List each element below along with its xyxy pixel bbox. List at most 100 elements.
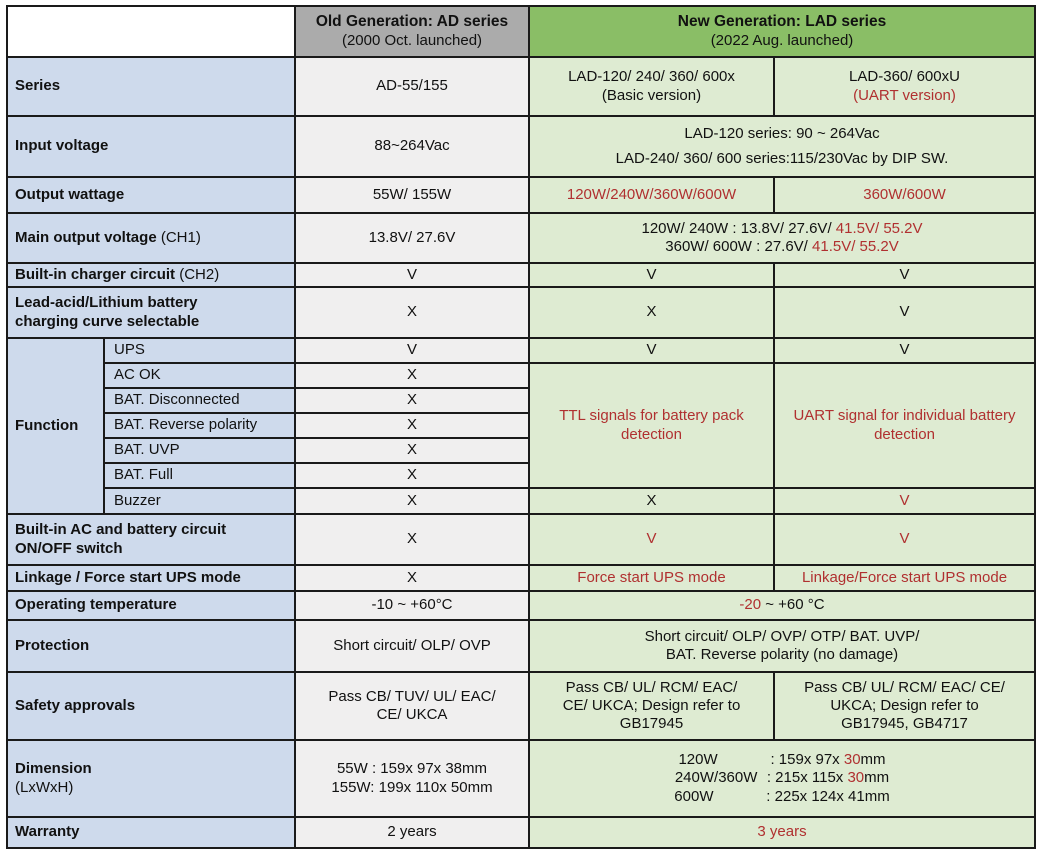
input-voltage-new-line2: LAD-240/ 360/ 600 series:115/230Vac by D… — [615, 149, 949, 167]
function-bat-disconnected-label: BAT. Disconnected — [103, 387, 296, 414]
warranty-old-value: 2 years — [294, 816, 530, 849]
new-generation-header: New Generation: LAD series (2022 Aug. la… — [527, 5, 1037, 58]
function-ups-uart-value: V — [772, 337, 1037, 364]
dimension-new-line2: 240W/360W : 215x 115x 30mm — [535, 769, 1029, 787]
battery-curve-uart-value: V — [772, 286, 1037, 339]
function-bat-full-old-value: X — [294, 462, 530, 489]
safety-basic-line3: GB17945 — [619, 715, 684, 733]
old-generation-title: Old Generation: AD series — [315, 12, 509, 30]
main-output-voltage-new-line1: 120W/ 240W : 13.8V/ 27.6V/ 41.5V/ 55.2V — [535, 220, 1029, 238]
dimension-old-value: 55W : 159x 97x 38mm 155W: 199x 110x 50mm — [294, 739, 530, 818]
old-generation-header: Old Generation: AD series (2000 Oct. lau… — [294, 5, 530, 58]
row-function-bat-disconnected: BAT. Disconnected X — [7, 387, 1035, 414]
series-basic-line1: LAD-120/ 240/ 360/ 600x — [568, 68, 735, 86]
charger-circuit-label: Built-in charger circuit (CH2) — [6, 262, 296, 288]
dimension-new-line3-key: 600W — [674, 787, 714, 805]
dimension-old-line1: 55W : 159x 97x 38mm — [336, 760, 488, 778]
battery-curve-label-line1: Lead-acid/Lithium battery — [15, 294, 198, 312]
safety-uart-value: Pass CB/ UL/ RCM/ EAC/ CE/ UKCA; Design … — [772, 671, 1037, 741]
linkage-basic-value: Force start UPS mode — [528, 564, 775, 592]
function-ups-basic-value: V — [528, 337, 775, 364]
safety-old-line1: Pass CB/ TUV/ UL/ EAC/ — [328, 687, 496, 705]
series-old-value: AD-55/155 — [294, 56, 530, 117]
output-wattage-label: Output wattage — [6, 176, 296, 214]
new-generation-subtitle: (2022 Aug. launched) — [710, 31, 854, 49]
row-input-voltage: Input voltage 88~264Vac LAD-120 series: … — [6, 115, 1037, 178]
warranty-label: Warranty — [6, 816, 296, 849]
input-voltage-old-value: 88~264Vac — [294, 115, 530, 178]
dimension-new-line1-red: 30 — [843, 751, 861, 769]
row-main-output-voltage: Main output voltage (CH1) 13.8V/ 27.6V 1… — [6, 212, 1037, 264]
dimension-new-line2-value: : 215x 115x — [766, 769, 848, 787]
linkage-uart-value: Linkage/Force start UPS mode — [772, 564, 1037, 592]
main-output-voltage-line1-red: 41.5V/ 55.2V — [835, 219, 923, 237]
safety-old-line2: CE/ UKCA — [376, 706, 448, 723]
safety-basic-line2: CE/ UKCA; Design refer to — [562, 696, 741, 714]
main-output-voltage-label: Main output voltage (CH1) — [6, 212, 296, 264]
dimension-old-line2: 155W: 199x 110x 50mm — [331, 778, 493, 796]
row-function-bat-full: BAT. Full X — [7, 462, 1035, 489]
dimension-new-line2-key: 240W/360W — [674, 769, 758, 787]
onoff-switch-label: Built-in AC and battery circuit ON/OFF s… — [6, 513, 296, 566]
safety-uart-line1: Pass CB/ UL/ RCM/ EAC/ CE/ — [804, 678, 1005, 696]
row-safety: Safety approvals Pass CB/ TUV/ UL/ EAC/ … — [6, 671, 1037, 741]
operating-temp-label: Operating temperature — [6, 590, 296, 621]
old-generation-subtitle: (2000 Oct. launched) — [341, 31, 483, 49]
main-output-voltage-line2-black: 360W/ 600W : 27.6V/ — [665, 238, 813, 255]
main-output-voltage-line1-black: 120W/ 240W : 13.8V/ 27.6V/ — [641, 219, 836, 237]
onoff-switch-uart-value: V — [772, 513, 1037, 566]
dimension-label-line1: Dimension — [15, 760, 92, 778]
charger-circuit-label-text: Built-in charger circuit — [15, 265, 180, 283]
dimension-new-line2-red: 30 — [847, 769, 865, 787]
series-uart-line2: (UART version) — [853, 86, 956, 104]
header-row: Old Generation: AD series (2000 Oct. lau… — [6, 5, 1037, 58]
charger-circuit-basic-value: V — [528, 262, 775, 288]
row-linkage: Linkage / Force start UPS mode X Force s… — [6, 564, 1037, 592]
row-onoff-switch: Built-in AC and battery circuit ON/OFF s… — [6, 513, 1037, 566]
function-bat-reverse-old-value: X — [294, 412, 530, 439]
series-basic-value: LAD-120/ 240/ 360/ 600x (Basic version) — [528, 56, 775, 117]
function-basic-signal-cell: TTL signals for battery pack detection — [528, 362, 775, 489]
onoff-switch-basic-value: V — [528, 513, 775, 566]
operating-temp-new-red: -20 — [739, 596, 762, 614]
safety-basic-value: Pass CB/ UL/ RCM/ EAC/ CE/ UKCA; Design … — [528, 671, 775, 741]
series-uart-value: LAD-360/ 600xU (UART version) — [772, 56, 1037, 117]
input-voltage-label: Input voltage — [6, 115, 296, 178]
row-operating-temp: Operating temperature -10 ~ +60°C -20 ~ … — [6, 590, 1037, 621]
header-blank-cell — [6, 5, 296, 58]
dimension-new-line1-value: : 159x 97x — [770, 751, 844, 769]
comparison-table: Old Generation: AD series (2000 Oct. lau… — [6, 5, 1037, 849]
row-function-ups: Function UPS V V V — [6, 337, 1037, 515]
output-wattage-uart-value: 360W/600W — [772, 176, 1037, 214]
dimension-new-line2-tail: mm — [864, 769, 890, 787]
protection-new-line1: Short circuit/ OLP/ OVP/ OTP/ BAT. UVP/ — [644, 627, 920, 645]
onoff-switch-old-value: X — [294, 513, 530, 566]
dimension-new-value: 120W: 159x 97x 30mm 240W/360W: 215x 115x… — [527, 739, 1037, 818]
dimension-new-line3-value: : 225x 124x 41mm — [766, 787, 890, 805]
safety-uart-line3: GB17945, GB4717 — [841, 715, 968, 733]
dimension-new-line3: 600W : 225x 124x 41mm — [535, 788, 1029, 806]
function-bat-reverse-label: BAT. Reverse polarity — [103, 412, 296, 439]
row-function-bat-uvp: BAT. UVP X — [7, 437, 1035, 464]
function-bat-disconnected-old-value: X — [294, 387, 530, 414]
output-wattage-basic-value: 120W/240W/360W/600W — [528, 176, 775, 214]
linkage-old-value: X — [294, 564, 530, 592]
row-series: Series AD-55/155 LAD-120/ 240/ 360/ 600x… — [6, 56, 1037, 117]
input-voltage-new-line1: LAD-120 series: 90 ~ 264Vac — [684, 125, 880, 143]
safety-label: Safety approvals — [6, 671, 296, 741]
operating-temp-old-value: -10 ~ +60°C — [294, 590, 530, 621]
onoff-switch-label-line2: ON/OFF switch — [15, 539, 123, 557]
row-protection: Protection Short circuit/ OLP/ OVP Short… — [6, 619, 1037, 673]
row-function-buzzer: Buzzer X X V — [7, 487, 1037, 515]
row-function-bat-reverse: BAT. Reverse polarity X — [7, 412, 1035, 439]
protection-new-line2: BAT. Reverse polarity (no damage) — [665, 646, 899, 663]
dimension-label-line2: (LxWxH) — [15, 778, 74, 796]
series-uart-line1: LAD-360/ 600xU — [849, 68, 960, 86]
safety-basic-line1: Pass CB/ UL/ RCM/ EAC/ — [565, 678, 738, 696]
row-warranty: Warranty 2 years 3 years — [6, 816, 1037, 849]
dimension-label: Dimension (LxWxH) — [6, 739, 296, 818]
battery-curve-old-value: X — [294, 286, 530, 339]
row-battery-curve: Lead-acid/Lithium battery charging curve… — [6, 286, 1037, 339]
new-generation-title: New Generation: LAD series — [677, 12, 887, 30]
function-buzzer-uart-value: V — [772, 487, 1037, 515]
